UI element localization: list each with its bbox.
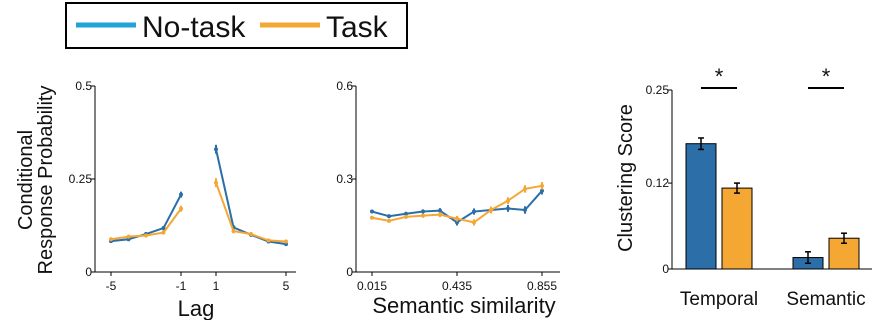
clustering-bar (721, 187, 753, 270)
lag-x-tick-label: 5 (283, 279, 290, 293)
lag-point (161, 226, 166, 231)
semantic-point (540, 183, 544, 188)
legend-box (65, 2, 408, 49)
lag-point (179, 192, 183, 197)
semantic-x-tick-label: 0.435 (442, 279, 472, 293)
semantic-point (523, 208, 527, 212)
semantic-point (540, 188, 544, 193)
semantic-point (438, 212, 442, 217)
lag-point (126, 234, 131, 239)
lag-x-tick-label: -1 (176, 279, 187, 293)
semantic-y-tick-label: 0.6 (336, 79, 353, 93)
lag-point (284, 239, 288, 244)
semantic-point (421, 213, 425, 218)
clustering-y-tick-label: 0.12 (646, 176, 670, 190)
semantic-point (472, 209, 476, 214)
legend: No-task Task (65, 2, 408, 49)
semantic-point (387, 218, 391, 223)
clustering-category-label: Semantic (786, 289, 865, 310)
lag-point (109, 237, 113, 242)
semantic-y-tick-label: 0.3 (336, 172, 353, 186)
lag-point (161, 230, 166, 235)
lag-point (179, 206, 183, 211)
lag-x-axis-label: Lag (178, 296, 215, 320)
clustering-bar-chart: Clustering Score 0 0.12 0.25 Temporal * Seman… (615, 64, 872, 310)
lag-point (214, 147, 218, 152)
legend-task-label: Task (326, 11, 389, 44)
semantic-x-tick-label: 0.015 (357, 279, 387, 293)
semantic-point (489, 208, 493, 212)
lag-y-axis-label-line2: Response Probability (35, 86, 57, 275)
semantic-point (387, 214, 391, 219)
lag-x-tick-label: 1 (213, 279, 220, 293)
lag-y-tick-label: 0.25 (69, 172, 93, 186)
clustering-y-tick-label: 0 (662, 262, 669, 276)
clustering-y-axis-label: Clustering Score (615, 104, 637, 252)
lag-y-axis-label-line1: Conditional (15, 130, 37, 230)
lag-point (231, 229, 236, 234)
semantic-point (404, 214, 408, 219)
semantic-point (370, 215, 374, 220)
semantic-point (506, 206, 510, 211)
semantic-point (523, 186, 527, 191)
semantic-point (455, 216, 459, 221)
lag-point (214, 180, 218, 185)
lag-point (266, 238, 271, 243)
semantic-point (438, 208, 442, 213)
lag-crp-chart: Conditional Response Probability Lag 0 0.… (15, 79, 296, 320)
legend-no-task-label: No-task (142, 11, 246, 44)
lag-y-tick-label: 0.5 (75, 79, 92, 93)
semantic-point (472, 220, 476, 225)
semantic-point (506, 198, 510, 203)
significance-star: * (822, 64, 831, 89)
lag-series-line (215, 149, 287, 246)
semantic-point (404, 211, 408, 216)
lag-point (249, 232, 253, 237)
clustering-bar (685, 143, 717, 270)
clustering-y-tick-label: 0.25 (646, 83, 670, 97)
semantic-y-tick-label: 0 (346, 265, 353, 279)
semantic-crp-chart: Semantic similarity 0 0.3 0.6 0.015 0.435 0.8… (336, 79, 560, 318)
semantic-x-tick-label: 0.855 (527, 279, 557, 293)
lag-point (144, 233, 148, 238)
lag-y-tick-label: 0 (85, 265, 92, 279)
lag-x-tick-label: -5 (106, 279, 117, 293)
semantic-point (421, 209, 425, 214)
semantic-x-axis-label: Semantic similarity (372, 293, 555, 318)
significance-star: * (715, 64, 724, 89)
clustering-category-label: Temporal (680, 289, 758, 310)
semantic-point (370, 209, 374, 214)
